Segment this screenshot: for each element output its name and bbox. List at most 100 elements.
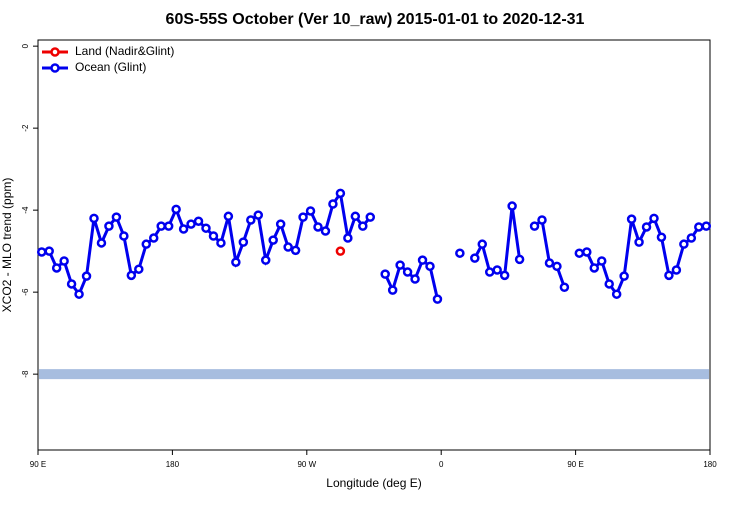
- data-point: [59, 256, 69, 266]
- data-point: [574, 248, 585, 258]
- legend-label: Land (Nadir&Glint): [75, 44, 174, 58]
- data-point: [119, 231, 129, 241]
- data-point: [514, 254, 525, 265]
- data-point: [604, 279, 614, 289]
- x-tick-label: 90 W: [297, 460, 316, 469]
- data-point: [111, 212, 122, 222]
- y-tick-label: 0: [21, 43, 30, 48]
- data-point: [163, 221, 174, 231]
- data-point: [559, 282, 570, 292]
- data-point: [208, 231, 219, 241]
- x-tick-label: 90 E: [567, 460, 583, 469]
- data-point: [298, 212, 308, 222]
- data-point: [260, 255, 271, 265]
- chart-title: 60S-55S October (Ver 10_raw) 2015-01-01 …: [166, 11, 585, 28]
- legend-marker: [50, 63, 60, 73]
- data-point: [335, 246, 346, 256]
- x-tick-label: 180: [703, 460, 717, 469]
- data-point: [141, 239, 152, 249]
- y-tick-label: -2: [21, 124, 30, 132]
- data-point: [126, 270, 137, 281]
- data-point: [656, 232, 667, 242]
- data-point: [596, 256, 607, 266]
- data-point: [246, 215, 256, 225]
- data-point: [619, 271, 629, 281]
- data-point: [104, 221, 114, 231]
- data-point: [529, 221, 540, 231]
- data-point: [275, 219, 286, 229]
- legend-marker: [50, 47, 60, 57]
- data-point: [641, 222, 652, 232]
- data-point: [484, 267, 495, 277]
- data-point: [395, 260, 405, 270]
- data-point: [171, 204, 181, 215]
- data-point: [305, 206, 316, 216]
- data-point: [268, 235, 278, 245]
- data-point: [96, 238, 107, 248]
- data-point: [313, 222, 323, 232]
- data-point: [253, 210, 264, 220]
- data-point: [679, 239, 689, 249]
- data-point: [552, 261, 562, 272]
- data-point: [89, 213, 99, 224]
- data-point: [290, 245, 301, 256]
- legend-label: Ocean (Glint): [75, 60, 146, 74]
- data-point: [216, 238, 226, 248]
- y-tick-label: -6: [21, 288, 30, 296]
- data-point: [365, 212, 376, 222]
- data-point: [470, 253, 480, 263]
- data-point: [358, 221, 368, 231]
- data-point: [686, 233, 697, 243]
- data-point: [634, 237, 644, 247]
- data-point: [649, 213, 659, 224]
- plot-frame: [37, 39, 711, 451]
- data-point: [66, 279, 77, 289]
- data-point: [507, 201, 517, 211]
- data-point: [74, 289, 84, 299]
- data-point: [626, 214, 637, 224]
- data-point: [335, 188, 346, 199]
- data-point: [387, 285, 398, 295]
- data-point: [499, 270, 510, 281]
- data-point: [148, 233, 159, 243]
- data-point: [201, 223, 211, 233]
- data-point: [81, 271, 92, 281]
- data-point: [51, 263, 62, 273]
- data-point: [320, 226, 331, 236]
- y-tick-label: -8: [21, 370, 30, 378]
- data-point: [380, 269, 390, 279]
- data-point: [186, 219, 196, 229]
- x-tick-label: 90 E: [30, 460, 46, 469]
- y-tick-label: -4: [21, 206, 30, 214]
- x-tick-label: 0: [439, 460, 444, 469]
- x-tick-label: 180: [166, 460, 180, 469]
- data-point: [410, 274, 420, 284]
- data-point: [544, 258, 555, 268]
- data-point: [694, 222, 704, 232]
- data-point: [193, 216, 204, 226]
- data-point: [455, 248, 465, 258]
- data-point: [537, 215, 547, 225]
- x-axis-label: Longitude (deg E): [326, 476, 421, 490]
- data-point: [156, 221, 166, 231]
- data-point: [134, 264, 144, 274]
- data-point: [178, 224, 189, 234]
- data-point: [417, 255, 428, 265]
- data-point: [589, 263, 600, 273]
- data-point: [44, 246, 54, 256]
- data-point: [36, 247, 47, 257]
- data-point: [328, 199, 338, 209]
- data-point: [611, 289, 622, 299]
- data-point: [425, 261, 435, 272]
- y-axis-label: XCO2 - MLO trend (ppm): [0, 178, 14, 313]
- data-point: [223, 211, 234, 222]
- data-point: [492, 265, 502, 275]
- data-point: [238, 237, 249, 247]
- data-point: [432, 294, 443, 304]
- data-point: [350, 211, 361, 222]
- data-point: [664, 270, 674, 281]
- data-point: [343, 233, 353, 243]
- data-point: [582, 247, 592, 257]
- data-point: [477, 239, 488, 249]
